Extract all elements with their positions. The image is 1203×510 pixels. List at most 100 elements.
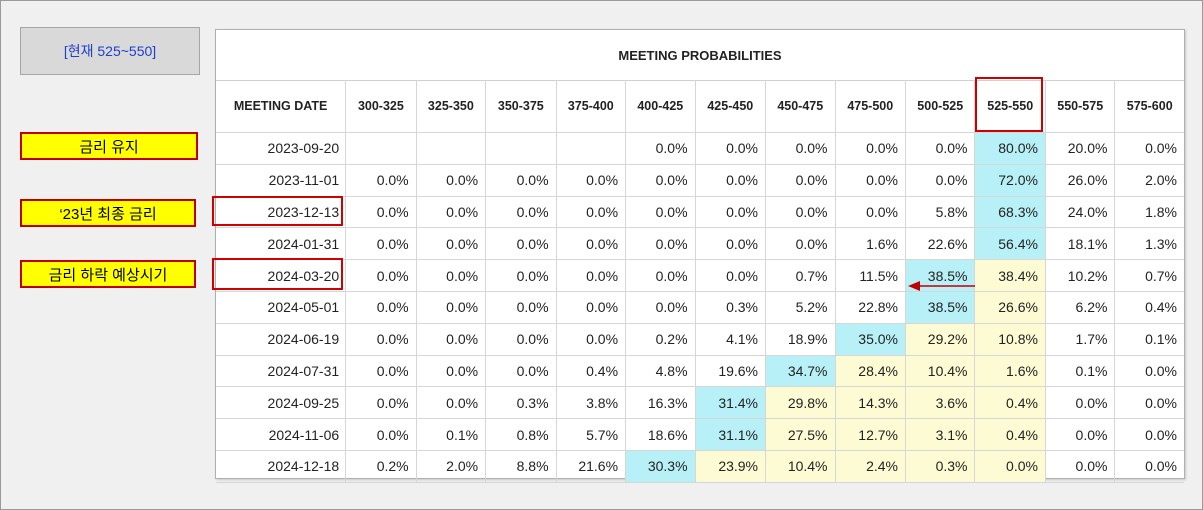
probability-cell: 0.0% (625, 259, 696, 292)
probability-cell: 0.0% (345, 259, 417, 292)
probability-cell: 18.6% (625, 418, 696, 451)
probability-cell: 6.2% (1045, 291, 1116, 324)
column-header-550-575: 550-575 (1045, 80, 1116, 133)
probability-cell: 56.4% (974, 227, 1046, 261)
probability-cell: 0.0% (345, 323, 417, 356)
probability-cell: 0.2% (625, 323, 696, 356)
probability-cell: 0.0% (485, 323, 557, 356)
probability-cell: 0.4% (974, 386, 1046, 420)
probability-cell: 0.0% (485, 259, 557, 292)
probability-cell: 0.8% (485, 418, 557, 451)
probability-cell: 0.0% (556, 164, 627, 197)
probability-cell: 0.0% (416, 227, 487, 261)
probability-cell: 0.0% (416, 386, 487, 420)
probability-cell: 0.0% (556, 227, 627, 261)
column-header-375-400: 375-400 (556, 80, 627, 133)
column-header-575-600: 575-600 (1114, 80, 1184, 133)
probability-cell (556, 132, 627, 165)
probability-cell: 0.0% (695, 227, 767, 261)
probability-cell: 35.0% (835, 323, 906, 356)
probability-cell: 30.3% (625, 450, 696, 483)
probability-cell: 38.5% (905, 291, 976, 324)
probability-cell: 18.9% (765, 323, 836, 356)
probability-cell: 0.0% (695, 132, 767, 165)
probability-cell: 3.1% (905, 418, 976, 451)
probability-cell: 80.0% (974, 132, 1046, 165)
table-title: MEETING PROBABILITIES (216, 30, 1184, 81)
table-row: 2024-12-18 0.2% 2.0% 8.8% 21.6% 30.3% 23.9% 10.… (216, 450, 1184, 483)
probability-cell: 0.7% (765, 259, 836, 292)
probability-cell (345, 132, 417, 165)
column-header-325-350: 325-350 (416, 80, 487, 133)
probability-cell: 10.2% (1045, 259, 1116, 292)
probability-cell: 2.4% (835, 450, 906, 483)
probability-cell: 0.4% (1114, 291, 1184, 324)
meeting-date-cell: 2024-05-01 (216, 291, 347, 324)
probability-cell: 0.0% (416, 355, 487, 388)
meeting-date-cell: 2024-12-18 (216, 450, 347, 483)
probability-cell: 0.0% (974, 450, 1046, 483)
probability-cell: 0.0% (1114, 418, 1184, 451)
probability-cell: 0.0% (345, 164, 417, 197)
table-row: 2024-07-31 0.0% 0.0% 0.0% 0.4% 4.8% 19.6% 34.7%… (216, 355, 1184, 388)
probability-cell: 0.0% (625, 132, 696, 165)
column-header-525-550: 525-550 (974, 80, 1046, 133)
column-header-350-375: 350-375 (485, 80, 557, 133)
meeting-date-cell: 2024-06-19 (216, 323, 347, 356)
probability-cell: 0.0% (835, 132, 906, 165)
column-header-meeting-date: MEETING DATE (216, 80, 347, 133)
probability-cell: 0.0% (765, 164, 836, 197)
probability-cell: 72.0% (974, 164, 1046, 197)
probability-cell: 4.1% (695, 323, 767, 356)
probability-cell: 0.0% (556, 196, 627, 229)
meeting-probabilities-table: MEETING DATE 300-325 325-350 350-375 375-400… (216, 80, 1184, 483)
probability-cell: 0.4% (556, 355, 627, 388)
probability-cell: 20.0% (1045, 132, 1116, 165)
probability-cell: 5.2% (765, 291, 836, 324)
probability-cell: 0.0% (345, 196, 417, 229)
probability-cell: 0.1% (416, 418, 487, 451)
probability-cell: 16.3% (625, 386, 696, 420)
probability-cell: 0.0% (345, 227, 417, 261)
probability-cell: 0.0% (625, 227, 696, 261)
probability-cell: 27.5% (765, 418, 836, 451)
column-header-425-450: 425-450 (695, 80, 767, 133)
probability-cell: 23.9% (695, 450, 767, 483)
probability-cell: 0.0% (485, 196, 557, 229)
probability-cell: 0.2% (345, 450, 417, 483)
probability-cell (416, 132, 487, 165)
probability-cell: 0.0% (765, 227, 836, 261)
probability-cell: 1.6% (835, 227, 906, 261)
probability-cell: 10.8% (974, 323, 1046, 356)
table-row: 2023-12-13 0.0% 0.0% 0.0% 0.0% 0.0% 0.0% 0.0% 0.… (216, 196, 1184, 229)
probability-cell: 0.0% (695, 259, 767, 292)
probability-cell: 3.8% (556, 386, 627, 420)
probability-cell: 26.0% (1045, 164, 1116, 197)
annotation-final-rate-2023: ‘23년 최종 금리 (20, 199, 196, 227)
probability-cell: 0.0% (416, 323, 487, 356)
table-row: 2023-09-20 0.0% 0.0% 0.0% 0.0% 0.0% 80.0% 20.0%… (216, 132, 1184, 165)
table-row: 2024-03-20 0.0% 0.0% 0.0% 0.0% 0.0% 0.0% 0.7% 11… (216, 259, 1184, 292)
meeting-date-cell: 2023-12-13 (216, 196, 347, 229)
probability-cell: 0.0% (485, 291, 557, 324)
probability-cell: 11.5% (835, 259, 906, 292)
probability-cell: 0.0% (416, 291, 487, 324)
probability-cell: 14.3% (835, 386, 906, 420)
annotation-rate-cut-timing: 금리 하락 예상시기 (20, 260, 196, 288)
probability-cell: 0.0% (625, 164, 696, 197)
probability-cell: 10.4% (765, 450, 836, 483)
probability-cell: 1.6% (974, 355, 1046, 388)
probability-cell: 0.1% (1045, 355, 1116, 388)
probability-table-panel: MEETING PROBABILITIES MEETING DATE 300-32… (215, 29, 1185, 483)
probability-cell: 0.3% (485, 386, 557, 420)
annotation-rate-hold: 금리 유지 (20, 132, 198, 160)
probability-cell: 38.4% (974, 259, 1046, 292)
probability-cell: 19.6% (695, 355, 767, 388)
column-header-500-525: 500-525 (905, 80, 976, 133)
table-row: 2024-11-06 0.0% 0.1% 0.8% 5.7% 18.6% 31.1% 27.5… (216, 418, 1184, 451)
column-header-300-325: 300-325 (345, 80, 417, 133)
probability-cell: 0.0% (1114, 450, 1184, 483)
probability-cell: 22.8% (835, 291, 906, 324)
meeting-date-cell: 2023-09-20 (216, 132, 347, 165)
meeting-date-cell: 2024-01-31 (216, 227, 347, 261)
